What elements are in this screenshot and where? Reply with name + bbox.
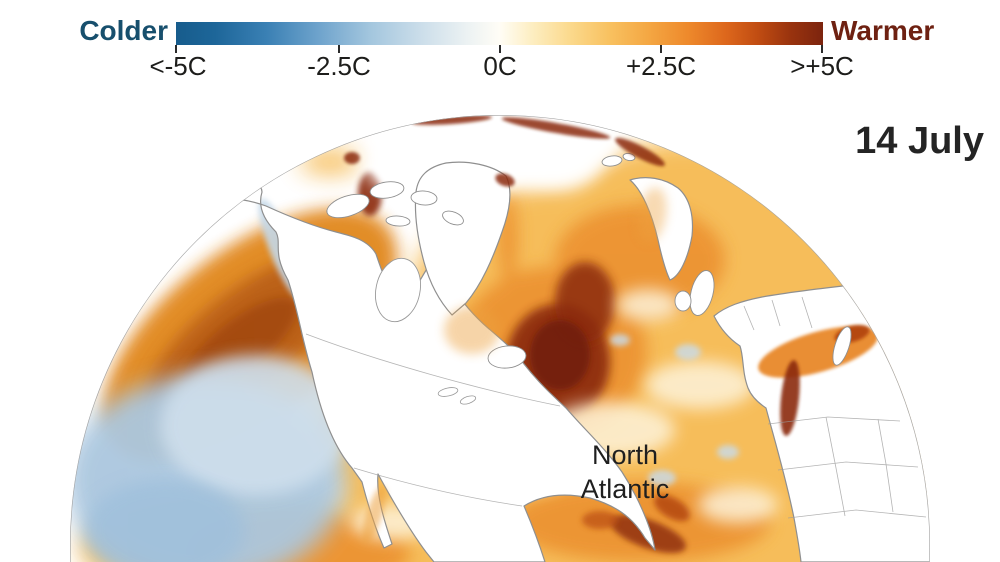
britain-landmass bbox=[689, 270, 715, 316]
colorbar-tick bbox=[821, 45, 823, 53]
canadian-arctic-islands bbox=[326, 181, 464, 227]
temperature-colorbar bbox=[176, 22, 823, 45]
hudson-bay bbox=[375, 257, 421, 323]
region-label: North Atlantic bbox=[580, 440, 670, 504]
colorbar-tick-label: +2.5C bbox=[625, 51, 697, 81]
colorbar-tick-label: 0C bbox=[483, 51, 517, 81]
italy-landmass bbox=[832, 326, 852, 366]
colorbar-tick-label: >+5C bbox=[790, 51, 854, 81]
colorbar-tick-label: <-5C bbox=[149, 51, 207, 81]
legend-colder-label: Colder bbox=[79, 15, 168, 46]
colorbar-tick bbox=[499, 45, 501, 53]
ireland-landmass bbox=[674, 290, 692, 312]
iceland-landmass bbox=[487, 345, 527, 369]
colorbar-tick bbox=[175, 45, 177, 53]
greenland-landmass bbox=[414, 161, 511, 316]
arctic-coast-warm-ribbons bbox=[412, 115, 665, 187]
date-label: 14 July bbox=[855, 120, 984, 162]
land-warm-tints bbox=[362, 187, 667, 544]
colorbar-tick-label: -2.5C bbox=[307, 51, 371, 81]
mediterranean-warm-anomaly bbox=[758, 324, 878, 436]
colorbar-tick bbox=[660, 45, 662, 53]
legend-warmer-label: Warmer bbox=[831, 15, 935, 46]
pacific-cold-anomaly bbox=[70, 198, 350, 562]
border-lines bbox=[305, 296, 927, 519]
colorbar-tick bbox=[338, 45, 340, 53]
great-lakes bbox=[437, 387, 477, 405]
svalbard-islands bbox=[601, 152, 636, 167]
